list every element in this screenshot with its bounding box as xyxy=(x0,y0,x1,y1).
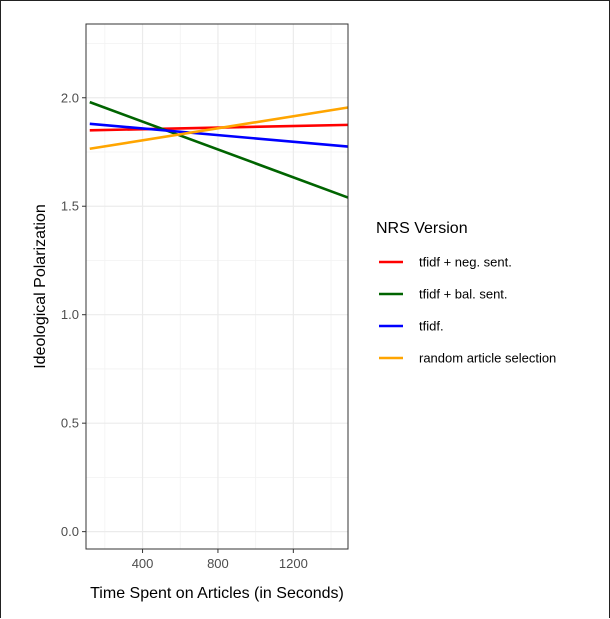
series-line-2 xyxy=(89,100,349,199)
x-tick-label: 1200 xyxy=(279,556,308,571)
series-line-4 xyxy=(89,106,349,151)
plot-panel-border xyxy=(85,23,349,550)
x-tick-label: 400 xyxy=(132,556,154,571)
legend: NRS Version tfidf + neg. sent. tfidf + ba… xyxy=(376,220,556,366)
y-tick-label: 1.0 xyxy=(61,307,79,322)
x-axis-ticks: 400 800 1200 xyxy=(132,549,308,571)
series-line-3 xyxy=(89,122,349,148)
legend-label-4: random article selection xyxy=(419,351,556,366)
y-tick-label: 2.0 xyxy=(61,90,79,105)
legend-label-3: tfidf. xyxy=(419,319,444,334)
legend-label-1: tfidf + neg. sent. xyxy=(419,255,512,270)
y-tick-label: 1.5 xyxy=(61,199,79,214)
y-axis-ticks: 0.0 0.5 1.0 1.5 2.0 xyxy=(61,90,86,539)
x-axis-title: Time Spent on Articles (in Seconds) xyxy=(90,585,344,602)
y-axis-title: Ideological Polarization xyxy=(32,204,49,369)
legend-label-2: tfidf + bal. sent. xyxy=(419,287,508,302)
y-tick-label: 0.5 xyxy=(61,416,79,431)
y-tick-label: 0.0 xyxy=(61,524,79,539)
plot-panel-background xyxy=(86,24,348,549)
x-tick-label: 800 xyxy=(207,556,229,571)
series-lines xyxy=(89,100,349,199)
major-gridlines xyxy=(86,24,348,549)
legend-title: NRS Version xyxy=(376,220,468,237)
